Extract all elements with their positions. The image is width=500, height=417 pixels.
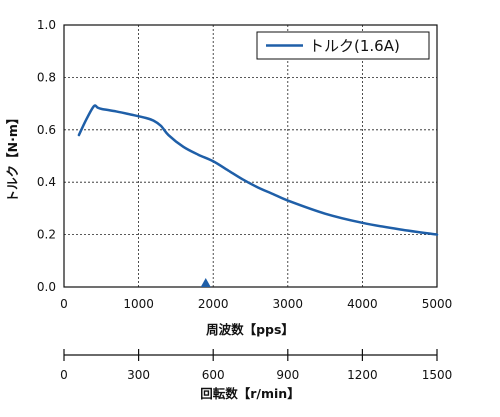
x-tick-label: 5000 xyxy=(422,297,453,311)
x-tick-label: 2000 xyxy=(198,297,229,311)
y-tick-label: 0.6 xyxy=(37,123,56,137)
y-tick-label: 1.0 xyxy=(37,18,56,32)
rpm-tick-label: 1500 xyxy=(422,368,453,382)
rpm-tick-label: 300 xyxy=(127,368,150,382)
y-tick-label: 0.4 xyxy=(37,175,56,189)
y-axis-label: トルク【N·m】 xyxy=(5,112,20,203)
rpm-tick-label: 600 xyxy=(202,368,225,382)
grid xyxy=(64,25,437,287)
y-tick-label: 0.0 xyxy=(37,280,56,294)
legend: トルク(1.6A) xyxy=(256,31,430,60)
rpm-tick-label: 900 xyxy=(276,368,299,382)
series-line-torque xyxy=(77,104,439,236)
x-tick-label: 1000 xyxy=(123,297,154,311)
x-axis-label: 周波数【pps】 xyxy=(206,322,294,337)
rpm-tick-label: 1200 xyxy=(347,368,378,382)
x-axis-ticks: 0 1000 2000 3000 4000 5000 xyxy=(60,297,452,311)
rpm-axis: 0 300 600 900 1200 1500 xyxy=(60,349,452,382)
x-tick-label: 3000 xyxy=(273,297,304,311)
y-axis-ticks: 0.0 0.2 0.4 0.6 0.8 1.0 xyxy=(37,18,56,294)
x-tick-label: 0 xyxy=(60,297,68,311)
frequency-marker xyxy=(200,278,211,287)
rpm-tick-label: 0 xyxy=(60,368,68,382)
y-tick-label: 0.2 xyxy=(37,228,56,242)
legend-label: トルク(1.6A) xyxy=(309,37,400,55)
rpm-axis-label: 回転数【r/min】 xyxy=(200,386,299,401)
y-tick-label: 0.8 xyxy=(37,70,56,84)
x-tick-label: 4000 xyxy=(347,297,378,311)
plot-frame xyxy=(63,24,438,288)
